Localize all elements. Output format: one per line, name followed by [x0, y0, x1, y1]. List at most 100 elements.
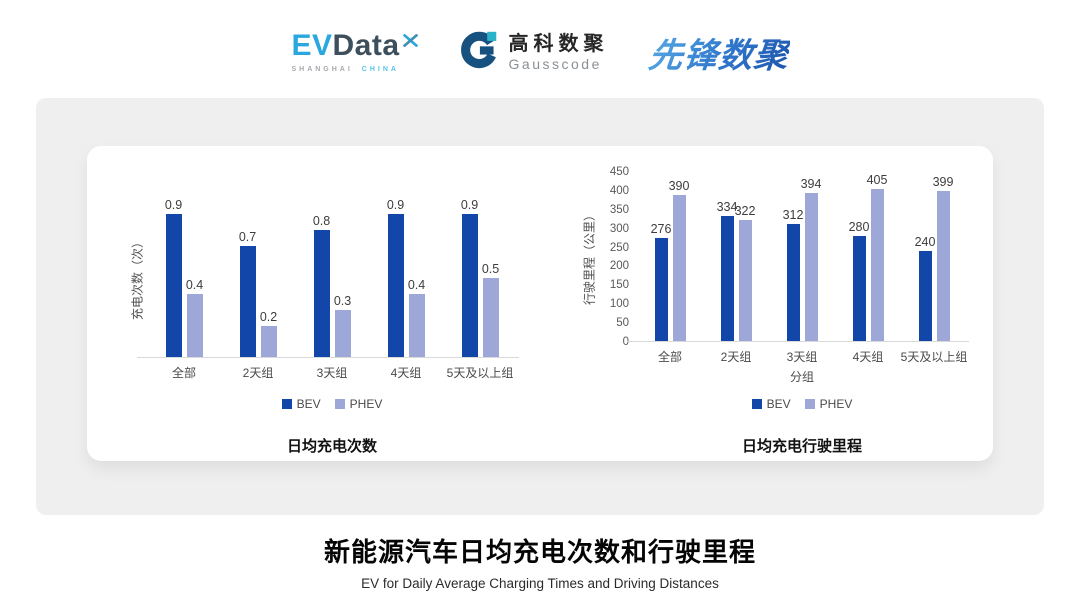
phev-bar-column: 0.2	[259, 309, 278, 358]
gausscode-cn-text: 高科数聚	[508, 32, 609, 55]
bar-value-label: 276	[650, 221, 672, 236]
chart-group: 0.9 0.4 全部	[147, 198, 221, 381]
x-axis-label: 分组	[789, 370, 814, 384]
category-label: 2天组	[720, 350, 752, 364]
legend-label: PHEV	[349, 397, 383, 411]
bar-value-label: 0.4	[185, 277, 204, 292]
phev-bar-column: 399	[933, 175, 953, 342]
main-title: 新能源汽车日均充电次数和行驶里程	[323, 537, 756, 567]
chart-group: 0.9 0.5 5天及以上组	[443, 198, 517, 381]
legend-swatch	[334, 399, 345, 409]
evdata-shanghai-text: SHANGHAI	[291, 66, 353, 73]
legend-swatch	[751, 399, 762, 409]
gausscode-logo: 高科数聚 Gausscode	[459, 30, 609, 75]
chart-card: 充电次数（次） 0.9 0.4 全部 0.7 0.2 2天组 0.8 0.3 3天组 0.9 0.4…	[87, 146, 993, 461]
y-tick-label: 250	[609, 241, 629, 254]
legend-swatch	[804, 399, 815, 409]
bar-pair: 312 394	[783, 172, 821, 342]
bar-pair: 0.9 0.4	[164, 197, 204, 358]
bar-value-label: 0.9	[386, 197, 405, 212]
chart-body: 充电次数（次） 0.9 0.4 全部 0.7 0.2 2天组 0.8 0.3 3天组 0.9 0.4…	[127, 198, 519, 456]
category-label: 4天组	[390, 366, 422, 380]
bev-bar	[387, 214, 404, 358]
bev-bar-column: 0.9	[460, 197, 479, 358]
bev-bar	[654, 238, 668, 342]
main-subtitle: EV for Daily Average Charging Times and …	[361, 576, 719, 591]
phev-bar-column: 405	[867, 173, 887, 342]
y-tick-label: 400	[609, 184, 629, 197]
footer: 新能源汽车日均充电次数和行驶里程 EV for Daily Average Ch…	[0, 532, 1080, 591]
bar-value-label: 0.7	[238, 229, 257, 244]
bar-value-label: 390	[668, 178, 690, 193]
bar-pair: 0.9 0.5	[460, 197, 499, 358]
bev-bar	[720, 216, 734, 342]
bar-value-label: 0.2	[259, 309, 278, 324]
bar-value-label: 0.4	[407, 277, 426, 292]
bev-bar	[239, 246, 256, 358]
bev-bar	[313, 230, 330, 358]
y-axis-ticks: 0 50 100 150 200 250 300 350 400 450	[599, 166, 629, 348]
bar-value-label: 0.9	[164, 197, 183, 212]
plot-column: 276 390 全部 334 322 2天组 312 394 3天组 280 405 4天组 240 39…	[627, 172, 969, 456]
chart-group: 0.7 0.2 2天组	[221, 198, 295, 381]
chart-group: 312 394 3天组	[769, 172, 835, 365]
category-label: 全部	[657, 350, 682, 364]
phev-bar	[672, 195, 686, 342]
y-tick-label: 0	[622, 336, 629, 348]
bar-pair: 0.7 0.2	[238, 198, 278, 358]
category-label: 3天组	[786, 350, 818, 364]
phev-bar-column: 394	[801, 177, 821, 342]
legend-label: PHEV	[819, 397, 853, 411]
category-label: 5天及以上组	[900, 350, 968, 364]
plot-area: 276 390 全部 334 322 2天组 312 394 3天组 280 405 4天组 240 39…	[627, 172, 969, 365]
header-logos: EV Data SHANGHAI CHINA 高科数聚 Gausscode	[0, 20, 1080, 84]
phev-bar	[260, 326, 277, 358]
legend-swatch	[281, 399, 292, 409]
y-axis-label: 行驶里程（公里）	[579, 172, 599, 342]
y-tick-label: 300	[609, 222, 629, 235]
bar-pair: 0.8 0.3	[313, 198, 352, 358]
chart-daily-driving-distance: 行驶里程（公里） 0 50 100 150 200 250 300 350 400 450 276…	[579, 166, 969, 456]
category-label: 3天组	[316, 366, 348, 380]
plot-column: 0.9 0.4 全部 0.7 0.2 2天组 0.8 0.3 3天组 0.9 0.4 4天组 0.9 0.…	[137, 198, 519, 456]
legend: BEV PHEV	[637, 397, 967, 411]
evdata-logo: EV Data SHANGHAI CHINA	[291, 31, 418, 73]
y-axis-label-text: 行驶里程（公里）	[582, 208, 597, 306]
legend-item-bev: BEV	[751, 397, 791, 411]
bar-value-label: 312	[782, 207, 804, 222]
phev-bar	[186, 294, 203, 358]
bev-bar-column: 312	[783, 208, 803, 342]
bar-value-label: 280	[848, 219, 870, 234]
bar-value-label: 0.3	[333, 293, 352, 308]
bev-bar-column: 0.9	[386, 197, 405, 358]
bar-value-label: 0.9	[460, 197, 479, 212]
chart-daily-charging-times: 充电次数（次） 0.9 0.4 全部 0.7 0.2 2天组 0.8 0.3 3天组 0.9 0.4…	[127, 198, 519, 456]
phev-bar	[936, 191, 950, 342]
plot-area: 0.9 0.4 全部 0.7 0.2 2天组 0.8 0.3 3天组 0.9 0.4 4天组 0.9 0.…	[137, 198, 519, 381]
category-label: 全部	[171, 366, 196, 380]
bev-bar	[461, 214, 478, 358]
chart-group: 240 399 5天及以上组	[900, 172, 968, 365]
legend-item-phev: PHEV	[804, 397, 853, 411]
phev-bar	[334, 310, 351, 358]
bev-bar-column: 280	[849, 220, 869, 342]
phev-bar-column: 0.5	[482, 262, 499, 358]
bev-bar	[918, 251, 932, 342]
evdata-wordmark: EV Data	[291, 31, 418, 61]
y-tick-label: 150	[609, 279, 629, 292]
x-axis-line	[137, 357, 519, 358]
bev-bar-column: 334	[717, 200, 737, 342]
phev-bar	[738, 220, 752, 342]
legend: BEV PHEV	[147, 397, 517, 411]
bar-pair: 334 322	[717, 172, 755, 342]
chart-group: 0.9 0.4 4天组	[369, 198, 443, 381]
phev-bar	[482, 278, 499, 358]
bev-bar-column: 0.8	[313, 214, 330, 358]
chart-group: 280 405 4天组	[835, 172, 901, 365]
bar-pair: 240 399	[915, 172, 953, 342]
bev-bar-column: 240	[915, 235, 935, 342]
phev-bar	[804, 193, 818, 342]
chart-title: 日均充电行驶里程	[741, 438, 862, 455]
category-label: 4天组	[852, 350, 884, 364]
bev-bar-column: 276	[651, 222, 671, 342]
